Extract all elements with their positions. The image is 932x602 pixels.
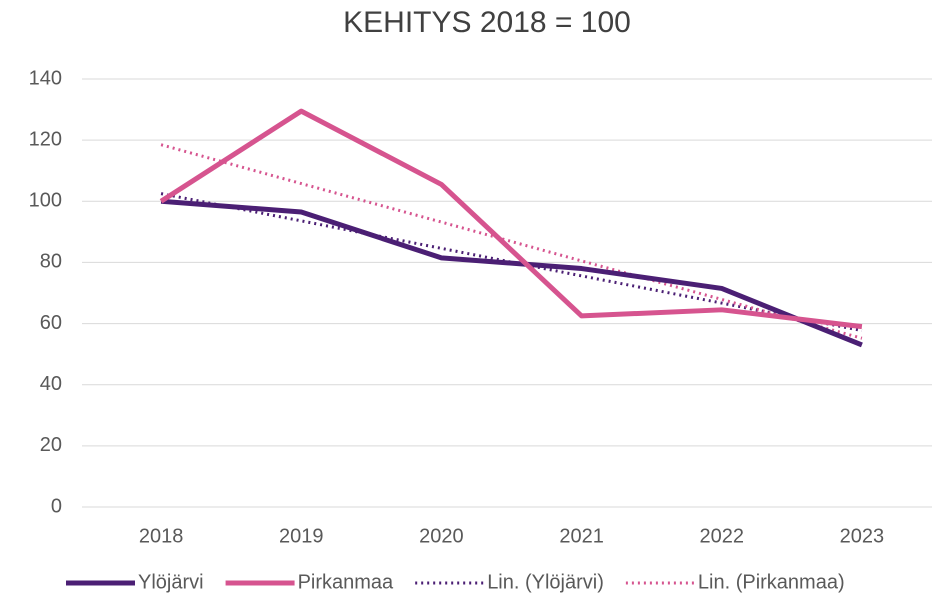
y-tick-label: 80 [40, 251, 62, 273]
y-tick-label: 60 [40, 312, 62, 334]
y-tick-label: 120 [29, 128, 62, 150]
x-tick-label: 2021 [559, 525, 604, 547]
y-tick-label: 100 [29, 190, 62, 212]
legend-label: Lin. (Ylöjärvi) [487, 571, 604, 593]
series-line [160, 143, 863, 340]
x-tick-label: 2022 [700, 525, 745, 547]
legend-label: Lin. (Pirkanmaa) [698, 571, 845, 593]
y-tick-label: 140 [29, 67, 62, 89]
series-line [159, 108, 863, 330]
series-line [160, 192, 863, 333]
x-tick-label: 2023 [840, 525, 885, 547]
series-line [160, 198, 863, 348]
y-tick-label: 20 [40, 434, 62, 456]
y-tick-label: 40 [40, 373, 62, 395]
y-tick-label: 0 [51, 495, 62, 517]
legend-label: Pirkanmaa [298, 571, 394, 593]
legend-label: Ylöjärvi [138, 571, 204, 593]
x-tick-label: 2019 [279, 525, 324, 547]
x-tick-label: 2020 [419, 525, 464, 547]
chart-title: KEHITYS 2018 = 100 [343, 6, 631, 39]
x-tick-label: 2018 [139, 525, 184, 547]
